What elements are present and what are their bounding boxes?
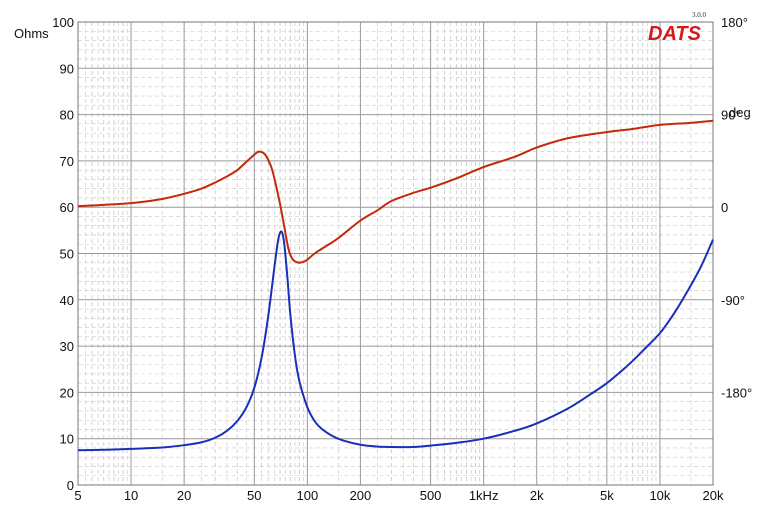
x-tick-label: 500 xyxy=(420,488,442,503)
y-right-tick-label: 90° xyxy=(721,108,741,123)
y-left-tick-label: 0 xyxy=(67,478,74,493)
x-tick-label: 10 xyxy=(124,488,138,503)
y-right-axis-ticks: 180° 90° 0 -90° -180° xyxy=(721,15,752,400)
x-tick-label: 20k xyxy=(703,488,724,503)
y-right-tick-label: 0 xyxy=(721,200,728,215)
y-right-tick-label: -180° xyxy=(721,385,752,400)
version-label: 3.0.0 xyxy=(692,11,707,19)
dats-logo: DATS xyxy=(648,23,702,45)
y-right-tick-label: -90° xyxy=(721,293,745,308)
phase-curve xyxy=(77,119,714,264)
x-tick-label: 200 xyxy=(350,488,372,503)
x-tick-label: 20 xyxy=(177,488,191,503)
y-left-tick-label: 90 xyxy=(60,61,74,76)
x-tick-label: 1kHz xyxy=(469,488,499,503)
x-tick-label: 50 xyxy=(247,488,261,503)
x-tick-label: 5 xyxy=(74,488,81,503)
x-tick-label: 5k xyxy=(600,488,614,503)
x-tick-label: 100 xyxy=(297,488,319,503)
y-left-tick-label: 30 xyxy=(60,339,74,354)
y-left-axis-ticks: 0 10 20 30 40 50 60 70 80 90 100 xyxy=(52,15,74,493)
x-tick-label: 10k xyxy=(649,488,670,503)
impedance-curve xyxy=(77,230,714,452)
y-left-tick-label: 60 xyxy=(60,200,74,215)
y-left-tick-label: 40 xyxy=(60,293,74,308)
plot-frame xyxy=(77,21,714,486)
y-left-tick-label: 10 xyxy=(60,432,74,447)
y-left-tick-label: 80 xyxy=(60,108,74,123)
y-left-tick-label: 20 xyxy=(60,385,74,400)
x-axis-ticks: 5 10 20 50 100 200 500 1kHz 2k 5k 10k 20k xyxy=(74,488,724,503)
major-grid xyxy=(77,21,714,486)
y-left-tick-label: 70 xyxy=(60,154,74,169)
series-layer xyxy=(77,119,714,452)
y-right-axis-label: deg xyxy=(729,105,751,120)
y-right-tick-label: 180° xyxy=(721,15,748,30)
x-tick-label: 2k xyxy=(530,488,544,503)
y-left-axis-label: Ohms xyxy=(14,26,49,41)
y-left-tick-label: 50 xyxy=(60,247,74,262)
y-left-tick-label: 100 xyxy=(52,15,74,30)
